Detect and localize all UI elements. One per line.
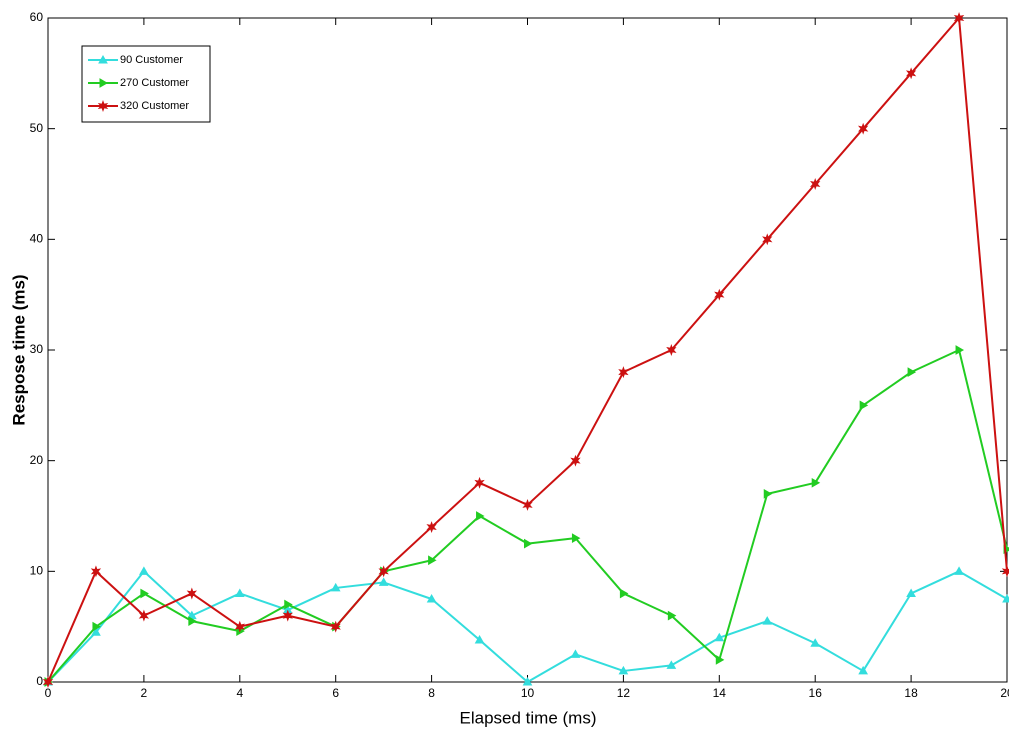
data-point bbox=[762, 616, 773, 625]
data-point bbox=[714, 288, 725, 301]
data-point bbox=[955, 345, 965, 355]
x-tick-label: 18 bbox=[904, 686, 918, 700]
data-point bbox=[666, 344, 677, 356]
data-point bbox=[667, 610, 677, 621]
data-point bbox=[139, 566, 149, 575]
data-point bbox=[906, 588, 916, 597]
data-point bbox=[666, 660, 677, 669]
data-point bbox=[810, 638, 821, 647]
x-tick-label: 8 bbox=[428, 686, 435, 700]
data-point bbox=[234, 588, 245, 597]
legend-marker bbox=[99, 78, 109, 88]
x-axis-label: Elapsed time (ms) bbox=[460, 708, 597, 727]
data-point bbox=[91, 627, 101, 636]
data-point bbox=[524, 538, 533, 549]
y-axis-label: Respose time (ms) bbox=[9, 274, 28, 425]
y-tick-label: 60 bbox=[30, 10, 44, 24]
x-tick-label: 20 bbox=[1000, 686, 1009, 700]
data-point bbox=[570, 454, 581, 467]
data-point bbox=[811, 477, 821, 488]
data-point bbox=[330, 620, 341, 633]
data-point bbox=[476, 511, 485, 521]
data-point bbox=[715, 655, 725, 665]
y-tick-label: 50 bbox=[30, 121, 44, 135]
x-tick-label: 16 bbox=[809, 686, 823, 700]
data-point bbox=[857, 122, 869, 135]
data-point bbox=[907, 367, 917, 377]
data-point bbox=[954, 566, 964, 575]
legend: 90 Customer 270 Customer 320 Customer bbox=[81, 45, 211, 123]
data-point bbox=[474, 634, 485, 644]
data-point bbox=[763, 489, 773, 499]
data-point bbox=[188, 616, 197, 626]
x-tick-label: 4 bbox=[236, 686, 243, 700]
x-tick-label: 0 bbox=[45, 686, 52, 700]
x-tick-label: 2 bbox=[141, 686, 148, 700]
data-point bbox=[953, 12, 965, 24]
data-point bbox=[138, 609, 150, 622]
data-point bbox=[522, 498, 533, 511]
y-tick-label: 30 bbox=[30, 342, 44, 356]
data-point bbox=[234, 620, 245, 633]
x-tick-label: 10 bbox=[521, 686, 535, 700]
data-point bbox=[859, 400, 869, 411]
data-point bbox=[714, 632, 725, 642]
data-point bbox=[522, 676, 533, 686]
data-point bbox=[378, 577, 389, 586]
data-point bbox=[619, 588, 629, 599]
y-tick-label: 40 bbox=[30, 232, 44, 246]
data-point bbox=[618, 665, 629, 675]
x-tick-label: 14 bbox=[713, 686, 727, 700]
x-tick-label: 12 bbox=[617, 686, 631, 700]
legend-label: 90 Customer bbox=[120, 54, 183, 66]
data-point bbox=[1002, 593, 1009, 603]
data-point bbox=[762, 233, 773, 246]
data-point bbox=[330, 582, 341, 592]
legend-label: 320 Customer bbox=[120, 100, 189, 112]
data-point bbox=[378, 565, 389, 578]
legend-marker bbox=[98, 54, 108, 64]
data-point bbox=[810, 178, 821, 190]
data-point bbox=[42, 676, 54, 688]
data-point bbox=[92, 621, 101, 632]
data-point bbox=[186, 587, 198, 600]
y-tick-label: 0 bbox=[36, 674, 43, 688]
data-point bbox=[90, 565, 102, 578]
y-tick-label: 10 bbox=[30, 564, 44, 578]
legend-label: 270 Customer bbox=[120, 77, 189, 89]
data-point bbox=[1001, 565, 1009, 578]
x-tick-label: 6 bbox=[332, 686, 339, 700]
data-point bbox=[618, 366, 629, 379]
data-point bbox=[905, 67, 917, 80]
data-point bbox=[426, 593, 437, 603]
data-point bbox=[282, 609, 293, 622]
data-point bbox=[140, 588, 149, 599]
y-tick-label: 20 bbox=[30, 453, 44, 467]
data-point bbox=[858, 665, 869, 675]
data-point bbox=[474, 476, 485, 489]
data-point bbox=[571, 533, 581, 543]
legend-marker bbox=[97, 100, 109, 112]
data-point bbox=[426, 521, 437, 534]
data-point bbox=[284, 599, 293, 610]
data-point bbox=[428, 555, 437, 566]
data-point bbox=[570, 649, 581, 658]
